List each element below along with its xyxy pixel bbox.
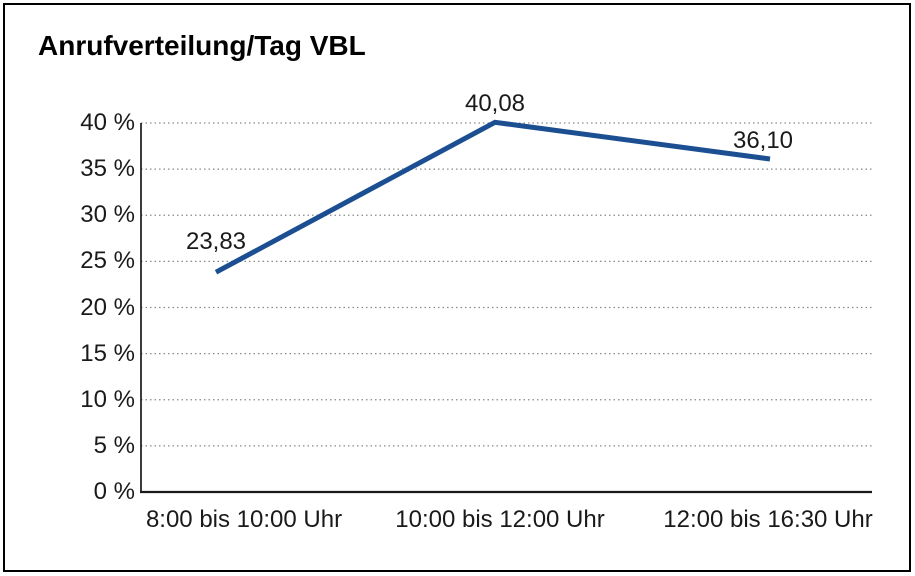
y-tick-label: 5 % (93, 431, 135, 459)
y-tick-label: 10 % (80, 385, 135, 413)
x-category-label: 10:00 bis 12:00 Uhr (395, 506, 605, 533)
y-tick-label: 30 % (80, 201, 135, 229)
x-category-label: 8:00 bis 10:00 Uhr (145, 506, 343, 533)
y-tick-label: 0 % (93, 478, 135, 505)
y-tick-label: 15 % (80, 339, 135, 367)
data-point-label: 40,08 (464, 90, 526, 118)
y-tick-label: 20 % (80, 293, 135, 321)
data-series-line (214, 119, 771, 275)
data-point-label: 36,10 (732, 126, 794, 154)
x-category-label: 12:00 bis 16:30 Uhr (663, 506, 873, 533)
y-tick-label: 40 % (80, 109, 135, 136)
y-tick-label: 25 % (80, 247, 135, 275)
y-tick-label: 35 % (80, 155, 135, 183)
data-point-label: 23,83 (185, 228, 247, 256)
chart-title: Anrufverteilung/Tag VBL (38, 30, 366, 61)
